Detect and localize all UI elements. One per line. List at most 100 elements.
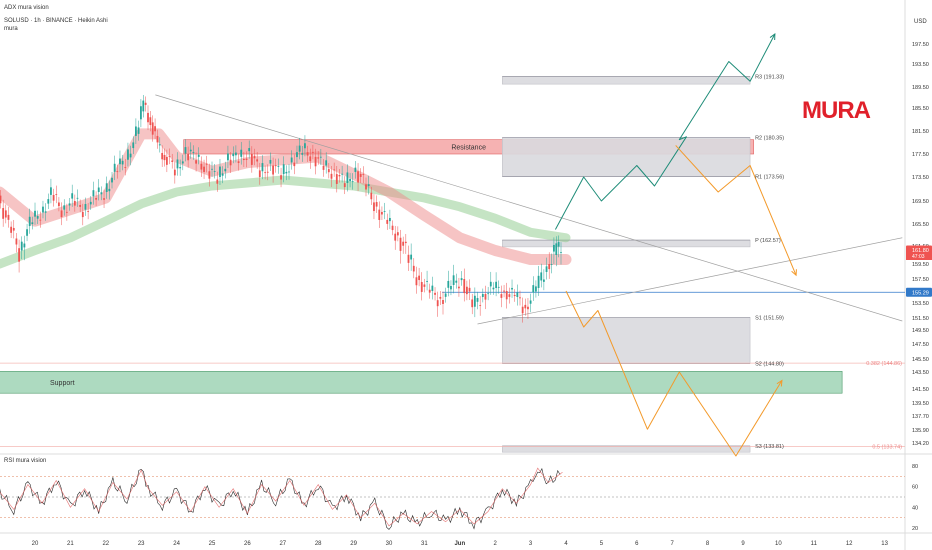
time-tick-label: 22 <box>102 541 109 547</box>
candle <box>224 168 227 172</box>
candle <box>87 211 90 212</box>
candle <box>60 210 63 218</box>
candle <box>95 198 97 200</box>
candle <box>346 172 349 183</box>
pivot-label: S1 (151.59) <box>755 315 784 321</box>
candle <box>163 154 166 161</box>
candle <box>132 142 135 149</box>
rsi-tick-label: 40 <box>912 505 918 511</box>
pivot-label: P (162.57) <box>755 238 781 244</box>
price-tick-label: 134.20 <box>912 441 929 447</box>
candle <box>58 202 60 207</box>
candle <box>383 211 386 212</box>
candle <box>229 159 232 166</box>
price-tick-label: 181.50 <box>912 129 929 135</box>
candle <box>65 211 68 213</box>
time-tick-label: 27 <box>279 541 286 547</box>
candle <box>460 278 463 281</box>
candle <box>2 208 5 219</box>
candle <box>266 171 269 173</box>
candle <box>351 181 354 183</box>
time-tick-label: 30 <box>386 541 393 547</box>
candle <box>442 300 444 304</box>
script-title: ADX mura vision <box>4 5 49 11</box>
candle <box>359 173 362 177</box>
time-tick-label: 25 <box>209 541 216 547</box>
candle <box>500 294 503 298</box>
price-tick-label: 197.50 <box>912 42 929 48</box>
candle <box>208 171 211 179</box>
fib-label: 0.382 (144.86) <box>866 361 902 367</box>
candle <box>540 272 543 281</box>
candle <box>103 198 105 200</box>
candle <box>211 168 213 170</box>
price-tick-label: 143.50 <box>912 370 929 376</box>
candle <box>322 165 325 170</box>
candle <box>0 195 2 204</box>
candle <box>450 285 452 290</box>
candle <box>84 204 87 210</box>
candle <box>557 242 560 247</box>
candle <box>79 204 82 207</box>
time-tick-label: 23 <box>138 541 145 547</box>
candle <box>12 227 15 231</box>
time-tick-label: 28 <box>315 541 322 547</box>
candle <box>7 214 10 220</box>
candle <box>503 290 505 292</box>
candle <box>52 195 55 201</box>
price-tick-label: 137.70 <box>912 414 929 420</box>
candle <box>221 173 224 176</box>
candle <box>542 279 545 282</box>
candle <box>197 154 200 157</box>
price-tick-label: 151.50 <box>912 316 929 322</box>
zone-label-resistance: Resistance <box>451 144 486 151</box>
candle <box>173 169 176 176</box>
candle <box>436 300 439 307</box>
candle <box>407 254 410 263</box>
candle <box>127 149 129 160</box>
candle <box>389 217 391 222</box>
candle <box>42 206 44 213</box>
candle <box>63 205 66 210</box>
price-tick-label: 173.50 <box>912 175 929 181</box>
indicator-label: mura <box>4 26 18 32</box>
candle <box>288 171 290 173</box>
candle <box>434 292 436 295</box>
candle <box>296 152 298 158</box>
candle <box>458 286 460 289</box>
candle <box>513 294 516 297</box>
price-tick-label: 177.50 <box>912 152 929 158</box>
candle <box>319 156 322 158</box>
candle <box>410 254 413 260</box>
candle <box>309 156 312 162</box>
candle <box>26 229 28 236</box>
candle <box>349 178 351 182</box>
trendline <box>477 237 903 325</box>
time-tick-label: 5 <box>600 541 604 547</box>
last-price-badge-bg <box>906 245 932 255</box>
candle <box>468 287 471 292</box>
candle <box>447 280 450 288</box>
bull-path <box>554 33 776 230</box>
candle <box>81 211 84 218</box>
candle <box>129 153 132 158</box>
pivot-label: R3 (191.33) <box>755 74 784 80</box>
price-tick-label: 153.50 <box>912 301 929 307</box>
candle <box>386 219 389 224</box>
candle <box>367 184 370 186</box>
time-tick-label: 11 <box>811 541 818 547</box>
candle <box>144 102 147 105</box>
candle <box>452 275 455 285</box>
candle <box>333 169 336 171</box>
candle <box>47 199 50 204</box>
candle <box>487 293 490 295</box>
candle <box>555 243 558 255</box>
price-tick-label: 159.50 <box>912 262 929 268</box>
candle <box>105 183 108 192</box>
candle <box>213 170 216 172</box>
candle <box>71 193 74 199</box>
candle <box>527 306 529 310</box>
candle <box>135 126 137 136</box>
candle <box>39 219 42 221</box>
